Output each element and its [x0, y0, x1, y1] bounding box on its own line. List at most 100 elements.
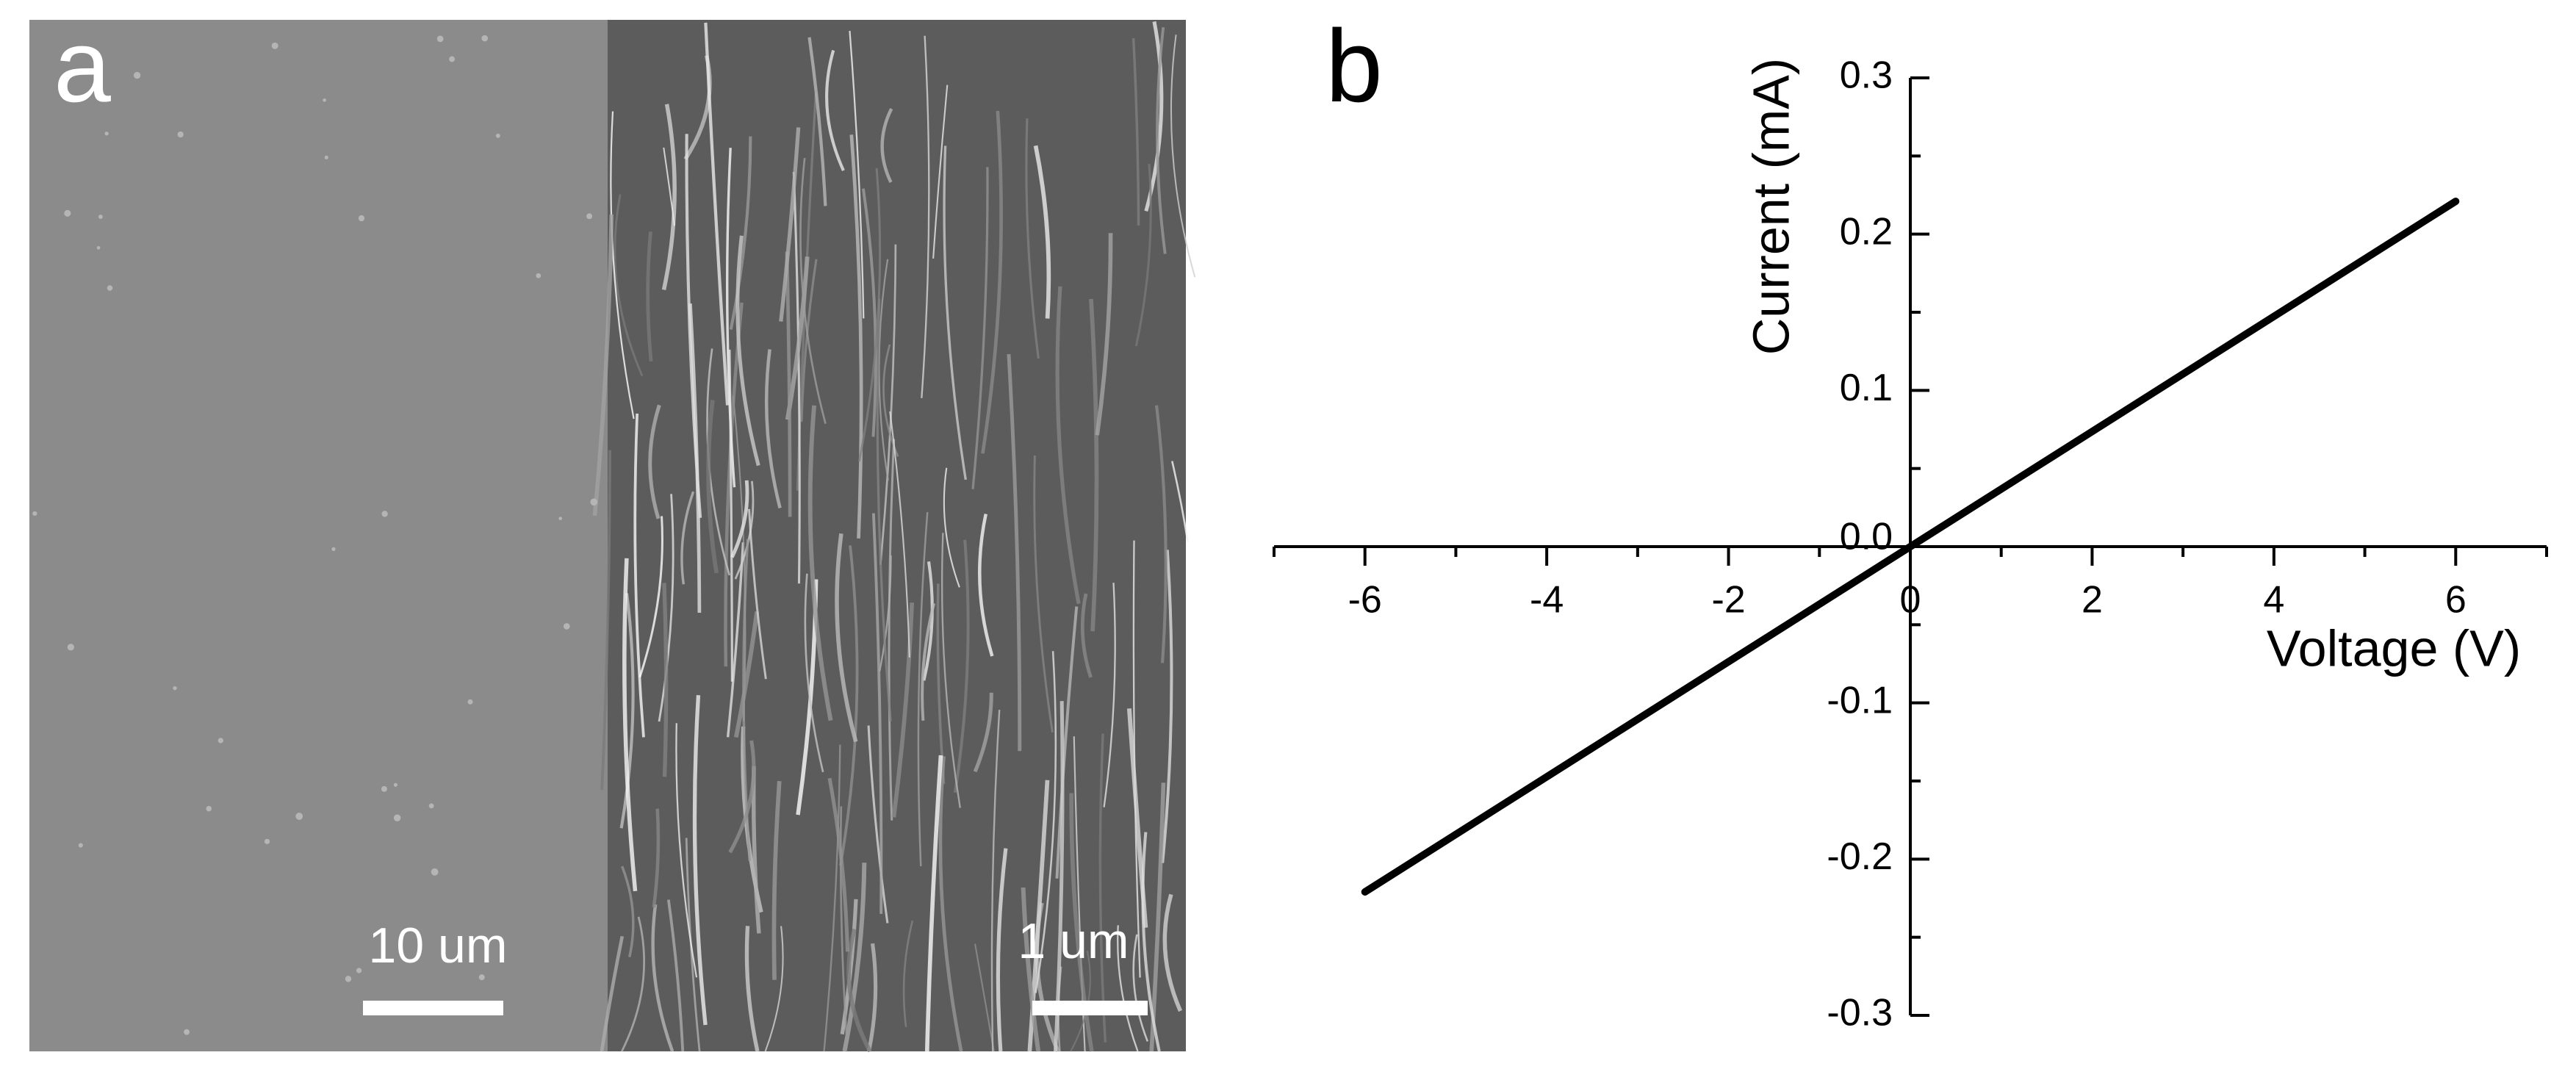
sem-streak — [943, 467, 960, 588]
sem-streak — [971, 167, 989, 489]
sem-streak — [1055, 606, 1079, 879]
sem-streak — [891, 602, 915, 818]
sem-speck — [381, 511, 388, 517]
sem-streak — [1171, 461, 1189, 542]
sem-streak — [724, 302, 744, 667]
sem-streak — [661, 104, 677, 290]
scale-bar-label: 1 um — [1018, 913, 1129, 969]
sem-streak — [943, 145, 967, 480]
sem-streak — [973, 692, 993, 773]
sem-streak — [651, 904, 674, 1052]
sem-streak — [728, 740, 756, 854]
sem-streak — [748, 508, 767, 680]
sem-streak — [827, 777, 850, 952]
y-tick-label: 0.0 — [1840, 516, 1893, 558]
sem-speck — [563, 623, 570, 630]
sem-streak — [619, 593, 635, 829]
sem-streak — [600, 935, 625, 1052]
sem-streak — [1033, 145, 1051, 319]
x-tick-label: -2 — [1711, 579, 1745, 622]
sem-streak — [871, 513, 883, 914]
sem-streak — [600, 450, 611, 791]
sem-streak — [849, 30, 865, 319]
sem-speck — [206, 805, 212, 812]
sem-streak — [835, 533, 858, 743]
sem-streak — [1141, 832, 1161, 1052]
sem-streak — [779, 127, 801, 322]
y-axis-label: Current (mA) — [1742, 58, 1799, 355]
sem-speck — [449, 56, 456, 62]
sem-streak — [622, 558, 638, 892]
sem-streak — [921, 602, 936, 721]
sem-streak — [917, 512, 929, 866]
sem-streak — [867, 725, 889, 924]
sem-streak — [646, 231, 653, 362]
sem-streak — [1025, 118, 1040, 359]
sem-speck — [67, 644, 74, 651]
series-line — [1361, 198, 2460, 896]
y-tick-label: 0.2 — [1840, 210, 1893, 253]
sem-streak — [633, 413, 645, 738]
sem-streak — [764, 349, 782, 508]
sem-streak — [1132, 934, 1149, 1042]
sem-speck — [173, 685, 177, 691]
y-tick-label: -0.3 — [1827, 992, 1893, 1034]
sem-streak — [807, 37, 827, 206]
sem-speck — [32, 511, 37, 516]
y-tick-label: 0.1 — [1840, 367, 1893, 409]
panel-label: a — [54, 8, 111, 123]
sem-streak — [1095, 233, 1113, 436]
sem-streak — [981, 110, 1003, 454]
sem-speck — [104, 132, 109, 136]
sem-image-high-mag — [608, 20, 1186, 1051]
sem-streak — [1117, 925, 1139, 1052]
sem-speck — [356, 968, 362, 973]
sem-streak — [1162, 893, 1183, 1012]
sem-streak — [889, 411, 910, 658]
sem-speck — [393, 782, 397, 787]
sem-speck — [481, 35, 489, 42]
sem-speck — [536, 273, 542, 278]
sem-streak — [1055, 286, 1081, 605]
sem-streak — [729, 136, 752, 330]
y-tick-label: 0.3 — [1840, 54, 1893, 97]
sem-speck — [96, 245, 101, 250]
sem-speck — [324, 155, 328, 159]
sem-streak — [1170, 35, 1196, 278]
sem-streak — [878, 259, 889, 481]
sem-streak — [730, 480, 749, 558]
sem-speck — [345, 976, 352, 982]
sem-streak — [922, 561, 934, 681]
sem-image-low-mag — [29, 20, 608, 1051]
sem-speck — [264, 838, 270, 844]
sem-streak — [1069, 793, 1094, 1052]
sem-speck — [436, 35, 444, 43]
sem-streak — [996, 848, 1008, 1052]
sem-streak — [857, 168, 882, 462]
sem-streak — [1156, 26, 1167, 254]
sem-streak — [692, 695, 708, 1026]
x-axis-label: Voltage (V) — [2267, 619, 2521, 677]
sem-streak — [839, 806, 848, 1035]
sem-speck — [78, 843, 83, 848]
sem-streak — [825, 49, 845, 171]
sem-streak — [861, 188, 877, 437]
sem-streak — [888, 439, 896, 821]
sem-speck — [271, 42, 278, 49]
scale-bar — [363, 1001, 503, 1015]
sem-streak — [663, 147, 676, 226]
sem-speck — [586, 213, 593, 220]
sem-streak — [1161, 550, 1173, 863]
sem-streak — [726, 542, 745, 738]
sem-streak — [978, 514, 994, 657]
sem-speck — [393, 814, 401, 822]
sem-streak — [1134, 163, 1152, 347]
sem-streak — [658, 494, 674, 722]
sem-streak — [771, 780, 782, 980]
y-tick-label: -0.2 — [1827, 835, 1893, 878]
sem-streak — [1007, 353, 1022, 752]
sem-streak — [953, 539, 970, 793]
sem-streak — [614, 194, 644, 377]
sem-speck — [590, 498, 598, 506]
sem-streak — [838, 545, 859, 866]
